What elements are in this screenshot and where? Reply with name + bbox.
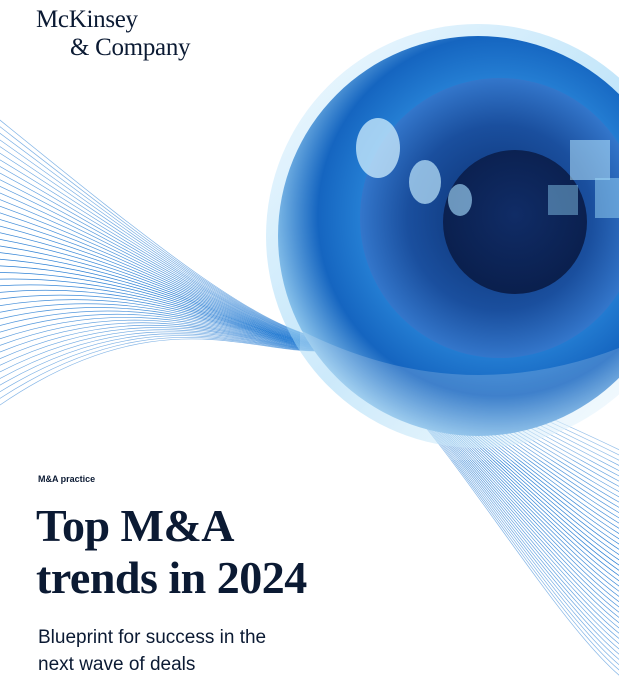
practice-label: M&A practice	[38, 474, 96, 484]
logo-line-2: & Company	[70, 34, 191, 61]
eye-sphere	[266, 24, 619, 460]
title-line-1: Top M&A	[36, 500, 234, 551]
mckinsey-logo: McKinsey & Company	[36, 6, 191, 62]
report-subtitle: Blueprint for success in the next wave o…	[38, 624, 266, 678]
logo-line-1: McKinsey	[36, 6, 138, 33]
subtitle-line-1: Blueprint for success in the	[38, 627, 267, 648]
report-title: Top M&A trends in 2024	[36, 500, 307, 604]
subtitle-line-2: next wave of deals	[38, 654, 196, 675]
title-line-2: trends in 2024	[36, 552, 307, 603]
